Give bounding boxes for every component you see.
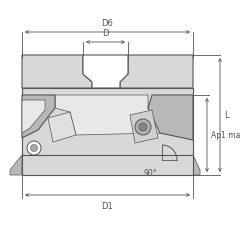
Polygon shape <box>22 100 45 133</box>
Polygon shape <box>83 55 128 88</box>
Text: D: D <box>102 29 108 38</box>
Text: Ap1 max: Ap1 max <box>211 131 240 139</box>
Circle shape <box>30 144 37 151</box>
Circle shape <box>139 123 147 131</box>
Polygon shape <box>10 155 22 175</box>
Polygon shape <box>48 112 76 142</box>
Circle shape <box>27 141 41 155</box>
Polygon shape <box>22 55 92 88</box>
Text: D1: D1 <box>101 202 113 211</box>
Polygon shape <box>148 95 193 140</box>
Polygon shape <box>22 88 193 170</box>
Text: D6: D6 <box>101 19 113 28</box>
Polygon shape <box>55 95 160 135</box>
Polygon shape <box>193 155 200 175</box>
Text: 90°: 90° <box>143 169 157 179</box>
Circle shape <box>135 119 151 135</box>
Text: L: L <box>224 110 229 120</box>
Polygon shape <box>22 155 193 175</box>
Polygon shape <box>120 55 193 88</box>
Polygon shape <box>130 110 158 143</box>
Polygon shape <box>22 95 55 138</box>
